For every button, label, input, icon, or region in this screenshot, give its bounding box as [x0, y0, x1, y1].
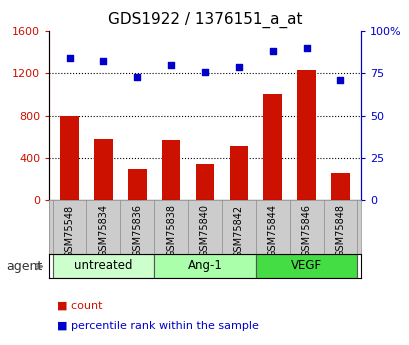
- Text: GSM75844: GSM75844: [267, 204, 277, 257]
- Text: GSM75548: GSM75548: [64, 204, 74, 257]
- Text: GDS1922 / 1376151_a_at: GDS1922 / 1376151_a_at: [108, 12, 301, 28]
- Bar: [94, 139, 112, 200]
- Bar: [229, 146, 247, 200]
- Point: [336, 77, 343, 83]
- Text: GSM75834: GSM75834: [98, 204, 108, 257]
- Text: GSM75838: GSM75838: [166, 204, 176, 257]
- Text: GSM75842: GSM75842: [233, 204, 243, 257]
- Bar: [52, 254, 154, 278]
- Bar: [263, 95, 281, 200]
- Text: GSM75836: GSM75836: [132, 204, 142, 257]
- Point: [235, 64, 242, 69]
- Text: Ang-1: Ang-1: [187, 259, 222, 272]
- Point: [167, 62, 174, 68]
- Bar: [297, 70, 315, 200]
- Bar: [330, 172, 349, 200]
- Text: GSM75848: GSM75848: [335, 204, 345, 257]
- Bar: [255, 254, 357, 278]
- Text: agent: agent: [6, 260, 42, 273]
- Text: ■ count: ■ count: [57, 300, 103, 310]
- Point: [201, 69, 208, 75]
- Bar: [154, 254, 255, 278]
- Point: [134, 74, 140, 79]
- Text: GSM75840: GSM75840: [200, 204, 209, 257]
- Point: [66, 55, 73, 61]
- Bar: [60, 116, 79, 200]
- Text: VEGF: VEGF: [290, 259, 321, 272]
- Text: untreated: untreated: [74, 259, 133, 272]
- Bar: [128, 169, 146, 200]
- Point: [269, 49, 275, 54]
- Bar: [195, 164, 214, 200]
- Point: [303, 45, 309, 51]
- Text: ■ percentile rank within the sample: ■ percentile rank within the sample: [57, 321, 258, 331]
- Point: [100, 59, 106, 64]
- Text: GSM75846: GSM75846: [301, 204, 311, 257]
- Bar: [162, 140, 180, 200]
